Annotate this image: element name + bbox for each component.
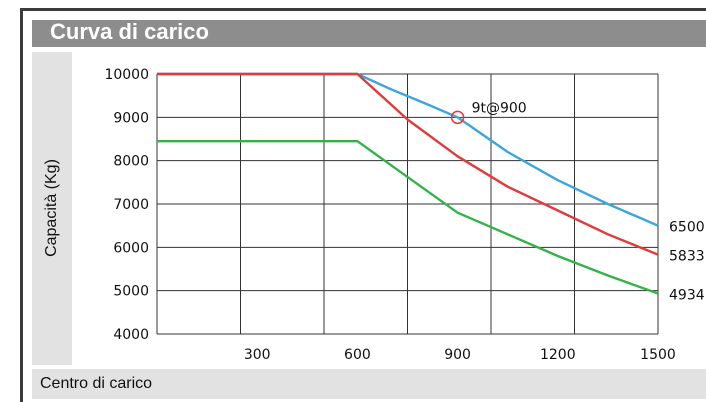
y-tick-label: 7000 <box>113 197 149 213</box>
series-end-label-1: 6500 <box>669 220 705 236</box>
x-axis-label-band: Centro di carico <box>32 369 706 399</box>
x-tick-label: 300 <box>244 347 271 363</box>
series-line-2 <box>157 72 659 256</box>
y-tick-label: 6000 <box>113 240 149 256</box>
annotation-label: 9t@900 <box>472 100 527 116</box>
y-tick-label: 9000 <box>113 110 149 126</box>
y-tick-label: 8000 <box>113 154 149 170</box>
y-tick-label: 5000 <box>113 284 149 300</box>
x-tick-label: 900 <box>444 347 471 363</box>
series-end-label-2: 5833 <box>669 249 705 265</box>
y-axis-label-band <box>32 52 72 365</box>
series-line-3 <box>157 140 659 295</box>
series-line-1 <box>157 72 659 227</box>
x-tick-label: 1200 <box>540 347 576 363</box>
x-tick-label: 600 <box>344 347 371 363</box>
x-tick-label: 1500 <box>640 347 676 363</box>
series-end-label-3: 4934 <box>669 288 705 304</box>
x-axis-label: Centro di carico <box>40 375 153 392</box>
title-bar: Curva di carico <box>32 19 706 47</box>
annotation-marker <box>450 110 465 125</box>
y-tick-label: 4000 <box>113 327 149 343</box>
y-tick-label: 10000 <box>104 67 149 83</box>
chart-title: Curva di carico <box>50 19 209 44</box>
